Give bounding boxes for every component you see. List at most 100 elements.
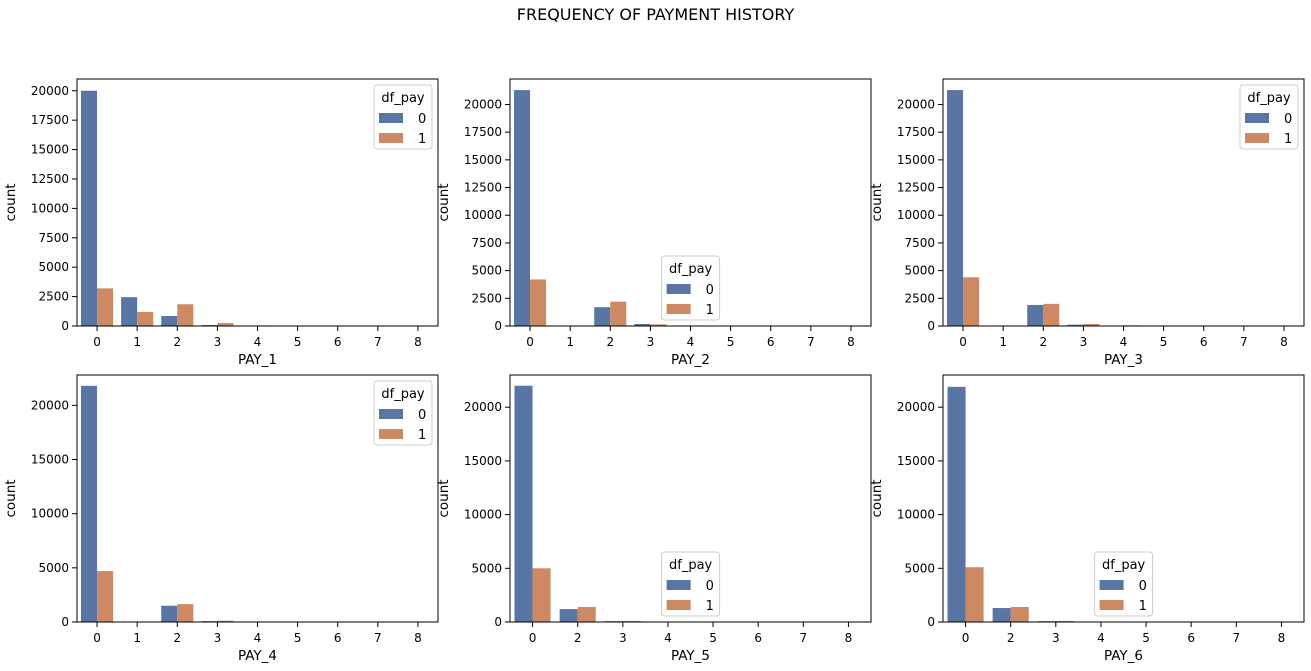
bar-series-0-2 [992, 608, 1011, 622]
y-tick-label: 7500 [904, 236, 935, 250]
y-tick-label: 0 [61, 319, 69, 333]
bar-series-1-2 [177, 604, 194, 623]
legend-label-0: 0 [418, 112, 426, 127]
legend-label-1: 1 [418, 428, 426, 443]
legend: df_pay 0 1 [373, 84, 433, 150]
legend-title: df_pay [381, 91, 425, 106]
y-tick-label: 2500 [471, 291, 502, 305]
y-tick-label: 0 [927, 615, 935, 629]
bar-series-1-0 [963, 277, 980, 326]
axes-frame [942, 374, 1305, 623]
x-tick-label: 6 [334, 631, 342, 645]
y-axis-label: count [3, 183, 19, 221]
legend: df_pay 0 1 [661, 551, 721, 617]
y-tick-label: 2500 [904, 291, 935, 305]
y-axis-label: count [436, 479, 452, 517]
axes-frame [509, 374, 872, 623]
y-tick-label: 0 [494, 319, 502, 333]
x-tick-label: 0 [526, 335, 534, 349]
bar-series-1-2 [1043, 303, 1060, 326]
legend-title: df_pay [1247, 91, 1291, 106]
x-tick-label: 8 [847, 335, 855, 349]
x-tick-label: 4 [664, 631, 672, 645]
y-tick-label: 15000 [897, 153, 935, 167]
y-tick-label: 5000 [471, 264, 502, 278]
y-tick-label: 17500 [464, 125, 502, 139]
bar-series-1-2 [1010, 606, 1029, 622]
legend-swatch-0 [666, 580, 691, 590]
subplot-5: 0 2 3 4 5 6 7 8 0 5000 10000 15000 20000 PAY_5 count df… [436, 374, 872, 664]
x-tick-label: 0 [529, 631, 537, 645]
legend-swatch-0 [666, 284, 691, 294]
legend-swatch-0 [1099, 580, 1124, 590]
x-tick-label: 1 [133, 335, 141, 349]
x-axis-label: PAY_5 [671, 648, 710, 664]
bar-series-0-0 [514, 385, 533, 622]
legend-swatch-1 [666, 304, 691, 314]
bar-series-0-1 [121, 297, 138, 326]
x-tick-label: 0 [959, 335, 967, 349]
x-tick-label: 3 [1080, 335, 1088, 349]
legend-label-0: 0 [418, 408, 426, 423]
y-tick-label: 5000 [38, 561, 69, 575]
bar-series-0-0 [514, 90, 531, 326]
legend-title: df_pay [669, 558, 713, 573]
x-tick-label: 0 [962, 631, 970, 645]
x-tick-label: 2 [173, 335, 181, 349]
y-tick-label: 5000 [904, 264, 935, 278]
bar-series-0-3 [1067, 324, 1084, 326]
subplot-1: 0 1 2 3 4 5 6 7 8 0 2500 5000 7500 10000 12500 15000 175… [3, 78, 439, 368]
y-tick-label: 12500 [464, 181, 502, 195]
bar-series-1-2 [177, 304, 194, 326]
y-tick-label: 7500 [38, 231, 69, 245]
bar-series-1-3 [217, 620, 234, 622]
legend-label-1: 1 [706, 599, 714, 614]
x-tick-label: 5 [1160, 335, 1168, 349]
y-tick-label: 20000 [897, 97, 935, 111]
figure-title: FREQUENCY OF PAYMENT HISTORY [516, 5, 795, 24]
y-tick-label: 15000 [31, 453, 69, 467]
y-tick-label: 15000 [464, 153, 502, 167]
x-tick-label: 7 [374, 335, 382, 349]
legend-label-0: 0 [706, 579, 714, 594]
legend-label-1: 1 [1284, 132, 1292, 147]
bar-series-1-0 [97, 288, 114, 326]
x-axis-label: PAY_2 [671, 352, 710, 368]
legend-swatch-1 [1099, 600, 1124, 610]
y-tick-label: 0 [927, 319, 935, 333]
x-tick-label: 6 [754, 631, 762, 645]
x-tick-label: 5 [727, 335, 735, 349]
y-axis-label: count [436, 183, 452, 221]
y-tick-label: 17500 [31, 113, 69, 127]
subplot-3: 0 1 2 3 4 5 6 7 8 0 2500 5000 7500 10000 12500 15000 175… [869, 78, 1305, 368]
y-tick-label: 15000 [897, 454, 935, 468]
x-tick-label: 3 [214, 335, 222, 349]
x-tick-label: 2 [1039, 335, 1047, 349]
legend: df_pay 0 1 [1094, 551, 1154, 617]
x-tick-label: 4 [1120, 335, 1128, 349]
legend-label-1: 1 [706, 303, 714, 318]
y-tick-label: 20000 [31, 84, 69, 98]
y-tick-label: 15000 [464, 454, 502, 468]
x-tick-label: 2 [1007, 631, 1015, 645]
bar-series-1-2 [577, 606, 596, 622]
y-tick-label: 10000 [464, 508, 502, 522]
x-tick-label: 1 [999, 335, 1007, 349]
x-tick-label: 3 [647, 335, 655, 349]
bar-series-1-3 [1055, 620, 1074, 622]
legend: df_pay 0 1 [373, 380, 433, 446]
bar-series-1-0 [530, 279, 547, 326]
x-tick-label: 6 [1187, 631, 1195, 645]
x-tick-label: 7 [374, 631, 382, 645]
x-tick-label: 4 [254, 335, 262, 349]
bar-series-0-2 [161, 605, 178, 622]
legend-title: df_pay [381, 387, 425, 402]
x-tick-label: 2 [606, 335, 614, 349]
bar-series-1-0 [965, 567, 984, 622]
y-tick-label: 0 [61, 615, 69, 629]
bar-series-0-0 [81, 385, 98, 622]
y-tick-label: 20000 [897, 400, 935, 414]
subplot-6: 0 2 3 4 5 6 7 8 0 5000 10000 15000 20000 PAY_6 count df… [869, 374, 1305, 664]
y-tick-label: 10000 [897, 508, 935, 522]
legend-title: df_pay [1102, 558, 1146, 573]
